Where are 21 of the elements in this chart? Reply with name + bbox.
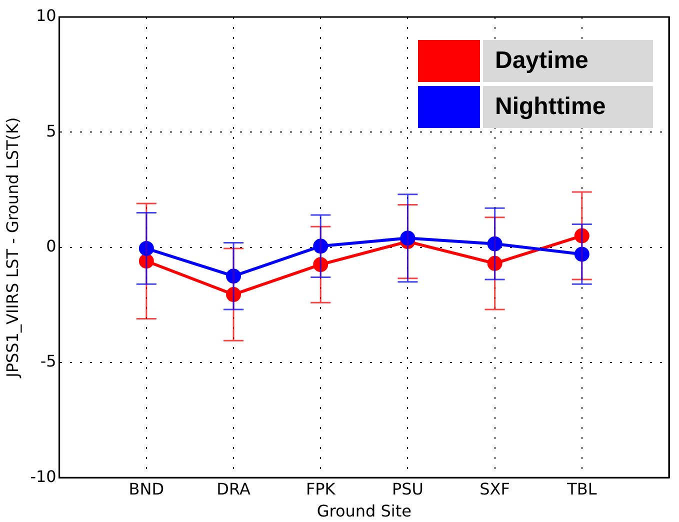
x-tick-label: PSU: [392, 479, 424, 498]
y-axis-title: JPSS1_VIIRS LST - Ground LST(K): [2, 117, 22, 378]
x-axis-title: Ground Site: [316, 502, 412, 521]
legend-label: Nighttime: [483, 86, 653, 128]
point: [574, 246, 590, 262]
point: [313, 238, 328, 254]
point: [400, 230, 416, 246]
y-tick-label: 10: [36, 6, 56, 26]
y-tick-label: 5: [46, 121, 56, 140]
point: [226, 268, 242, 284]
point: [487, 236, 502, 252]
y-tick-label: -5: [40, 352, 56, 371]
legend-label: Daytime: [483, 40, 653, 82]
x-tick-label: FPK: [306, 479, 336, 498]
point: [138, 240, 154, 256]
x-tick-label: BND: [128, 479, 164, 498]
x-tick-label: SXF: [480, 479, 510, 498]
y-tick-label: -10: [30, 466, 56, 486]
x-tick-label: TBL: [566, 479, 597, 498]
x-tick-label: DRA: [216, 479, 250, 498]
y-tick-label: 0: [46, 236, 56, 256]
